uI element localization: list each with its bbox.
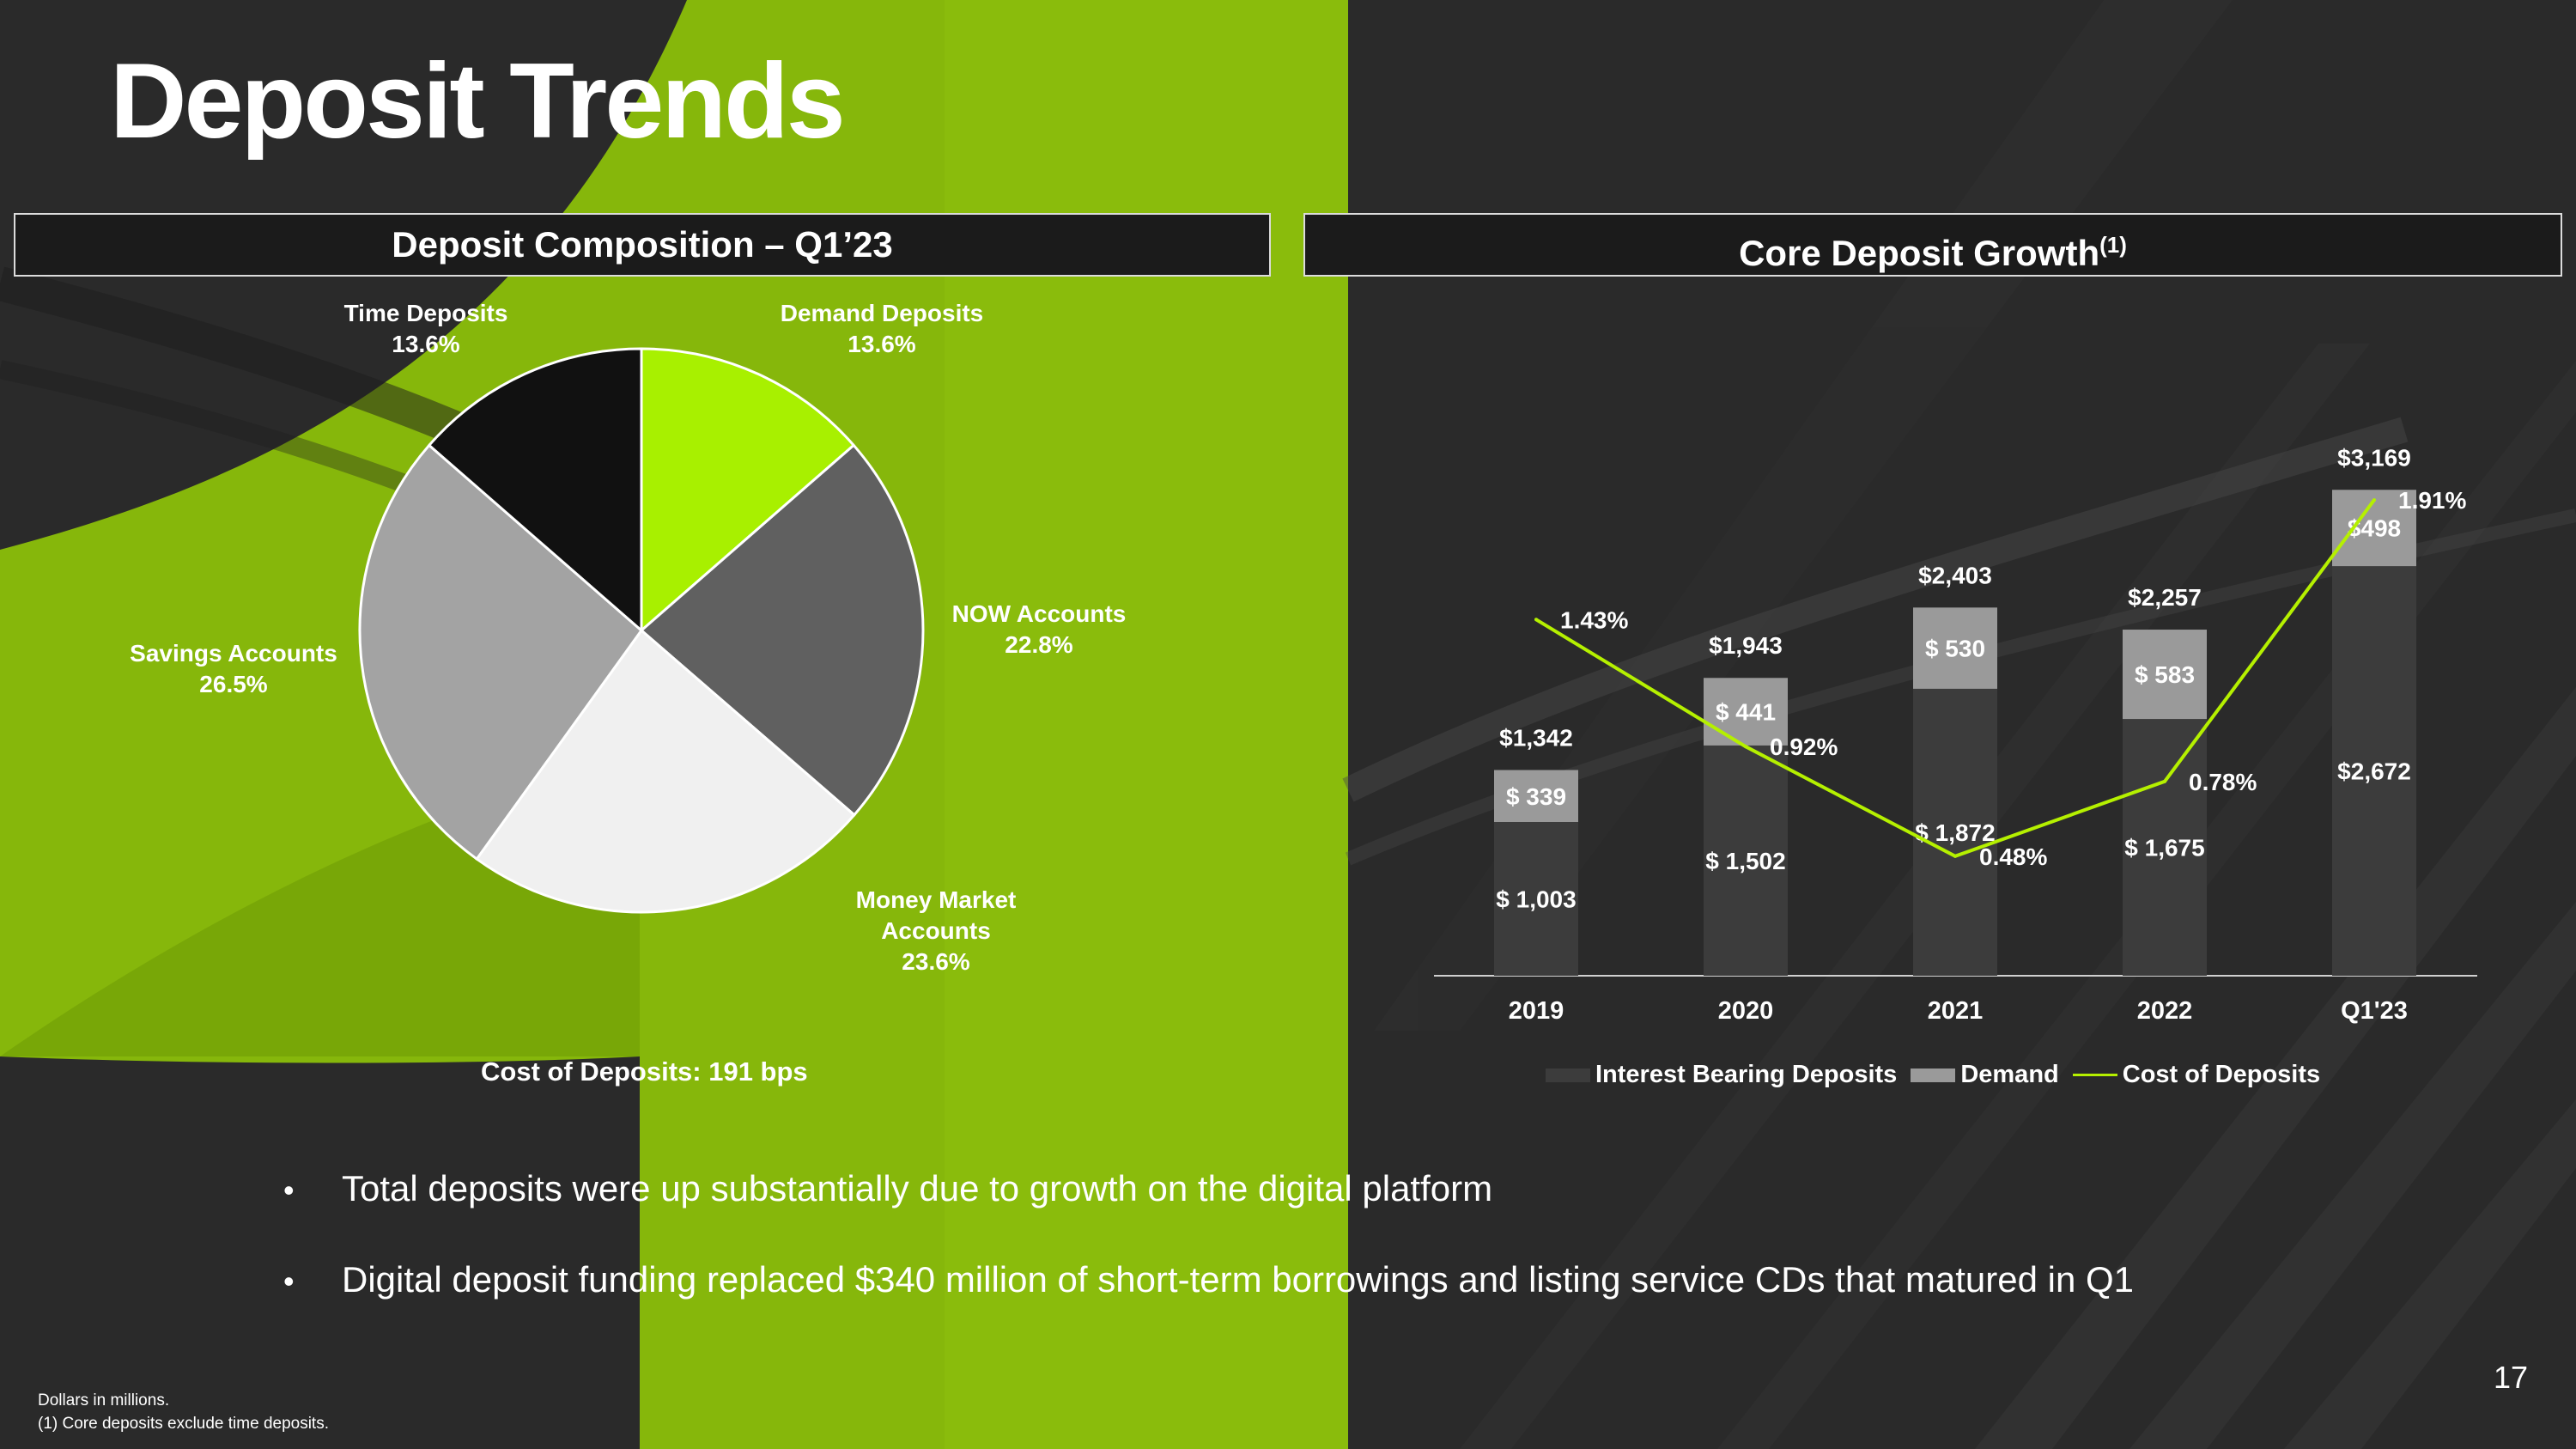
data-label-interest-bearing: $ 1,003	[1496, 886, 1576, 913]
pie-label-demand-deposits-name: Demand Deposits	[780, 300, 984, 326]
pie-label-now-accounts: NOW Accounts 22.8%	[936, 599, 1142, 661]
data-label-demand: $498	[2348, 515, 2401, 542]
pie-slice-now-accounts	[639, 443, 925, 817]
pie-slice-savings-accounts	[358, 443, 644, 861]
bar-interest-bearing	[1913, 688, 1997, 976]
cost-of-deposits-point	[1744, 745, 1747, 749]
pie-label-now-accounts-name: NOW Accounts	[951, 600, 1127, 627]
core-deposit-growth-chart: $ 1,003 $ 339 $1,342 2019 $ 1,502 $ 441 $1,943…	[1434, 444, 2477, 1025]
bar-demand	[1494, 770, 1578, 823]
chart-legend: Interest Bearing Deposits Demand Cost of…	[1546, 1061, 2334, 1089]
bullet-text: Total deposits were up substantially due…	[342, 1168, 1493, 1209]
footnote-core-deposits: (1) Core deposits exclude time deposits.	[38, 1415, 329, 1433]
pie-label-now-accounts-value: 22.8%	[1005, 631, 1073, 658]
cost-of-deposits-point	[1953, 854, 1957, 858]
bar-interest-bearing	[2332, 566, 2416, 976]
data-label-total: $1,943	[1709, 632, 1783, 659]
cost-of-deposits-point	[2163, 779, 2166, 783]
data-label-total: $2,257	[2128, 584, 2202, 611]
data-label-total: $3,169	[2337, 444, 2411, 471]
growth-panel-header: Core Deposit Growth(1)	[1303, 213, 2562, 277]
pie-label-money-market-name: Money Market Accounts	[855, 886, 1017, 944]
page-number: 17	[2493, 1360, 2528, 1395]
bar-demand	[1913, 607, 1997, 689]
cost-of-deposits-label: 1.43%	[1560, 606, 1628, 633]
data-label-interest-bearing: $ 1,502	[1705, 848, 1785, 874]
bullet-text: Digital deposit funding replaced $340 mi…	[342, 1259, 2135, 1300]
footnote-units: Dollars in millions.	[38, 1391, 170, 1409]
pie-label-savings-accounts: Savings Accounts 26.5%	[106, 638, 361, 700]
data-label-demand: $ 583	[2135, 661, 2195, 688]
legend-swatch-demand	[1911, 1068, 1956, 1082]
x-tick-label: 2020	[1718, 997, 1774, 1025]
composition-panel-header: Deposit Composition – Q1’23	[14, 213, 1271, 277]
bullet-dot: •	[283, 1172, 295, 1208]
legend-swatch-cost-of-deposits	[2072, 1074, 2117, 1076]
data-label-interest-bearing: $2,672	[2337, 758, 2411, 785]
cost-of-deposits-note: Cost of Deposits: 191 bps	[481, 1056, 808, 1087]
pie-label-time-deposits-value: 13.6%	[392, 331, 460, 357]
bar-interest-bearing	[1704, 745, 1788, 976]
cost-of-deposits-label: 0.48%	[1979, 843, 2047, 870]
composition-header-text: Deposit Composition – Q1’23	[392, 224, 893, 265]
bar-demand	[2123, 630, 2207, 720]
pie-label-money-market: Money Market Accounts 23.6%	[824, 885, 1048, 977]
footnotes: Dollars in millions. (1) Core deposits e…	[38, 1389, 329, 1435]
bullet-item: • Digital deposit funding replaced $340 …	[283, 1259, 2516, 1300]
legend-item-interest-bearing: Interest Bearing Deposits	[1546, 1061, 1897, 1089]
data-label-demand: $ 530	[1925, 636, 1985, 662]
legend-item-demand: Demand	[1911, 1061, 2059, 1089]
bullet-dot: •	[283, 1263, 295, 1299]
legend-label-cost-of-deposits: Cost of Deposits	[2122, 1061, 2321, 1088]
x-tick-label: 2021	[1928, 997, 1984, 1025]
bar-demand	[1704, 678, 1788, 746]
data-label-interest-bearing: $ 1,675	[2124, 835, 2204, 861]
data-label-demand: $ 339	[1506, 783, 1566, 810]
x-tick-label: 2019	[1509, 997, 1564, 1025]
pie-label-savings-accounts-name: Savings Accounts	[130, 640, 337, 667]
bar-interest-bearing	[1494, 822, 1578, 976]
bullet-item: • Total deposits were up substantially d…	[283, 1168, 2516, 1209]
pie-label-time-deposits: Time Deposits 13.6%	[299, 298, 553, 360]
legend-label-demand: Demand	[1960, 1061, 2059, 1088]
pie-label-demand-deposits-value: 13.6%	[848, 331, 916, 357]
cost-of-deposits-label: 0.92%	[1770, 734, 1838, 760]
bullet-list: • Total deposits were up substantially d…	[283, 1168, 2516, 1350]
pie-slice-time-deposits	[427, 347, 643, 634]
cost-of-deposits-label: 0.78%	[2189, 769, 2257, 795]
cost-of-deposits-point	[1534, 618, 1538, 622]
data-label-demand: $ 441	[1716, 699, 1776, 726]
x-tick-label: Q1'23	[2341, 997, 2408, 1025]
data-label-total: $2,403	[1918, 562, 1992, 588]
bar-interest-bearing	[2123, 719, 2207, 976]
pie-slice-money-market-accounts	[475, 628, 857, 914]
x-tick-label: 2022	[2137, 997, 2193, 1025]
growth-header-footnote-mark: (1)	[2099, 232, 2127, 258]
data-label-total: $1,342	[1499, 725, 1573, 752]
pie-label-time-deposits-name: Time Deposits	[343, 300, 508, 326]
legend-item-cost-of-deposits: Cost of Deposits	[2072, 1061, 2321, 1089]
pie-slice-demand-deposits	[640, 347, 856, 634]
pie-label-money-market-value: 23.6%	[902, 948, 970, 975]
cost-of-deposits-label: 1.91%	[2398, 487, 2466, 514]
deposit-composition-pie-chart	[358, 347, 925, 914]
cost-of-deposits-point	[2372, 498, 2376, 502]
growth-header-text: Core Deposit Growth	[1739, 233, 2100, 273]
legend-swatch-interest-bearing	[1546, 1068, 1590, 1082]
page-title: Deposit Trends	[110, 42, 846, 161]
pie-label-savings-accounts-value: 26.5%	[199, 671, 268, 697]
legend-label-interest-bearing: Interest Bearing Deposits	[1595, 1061, 1898, 1088]
pie-label-demand-deposits: Demand Deposits 13.6%	[747, 298, 1017, 360]
